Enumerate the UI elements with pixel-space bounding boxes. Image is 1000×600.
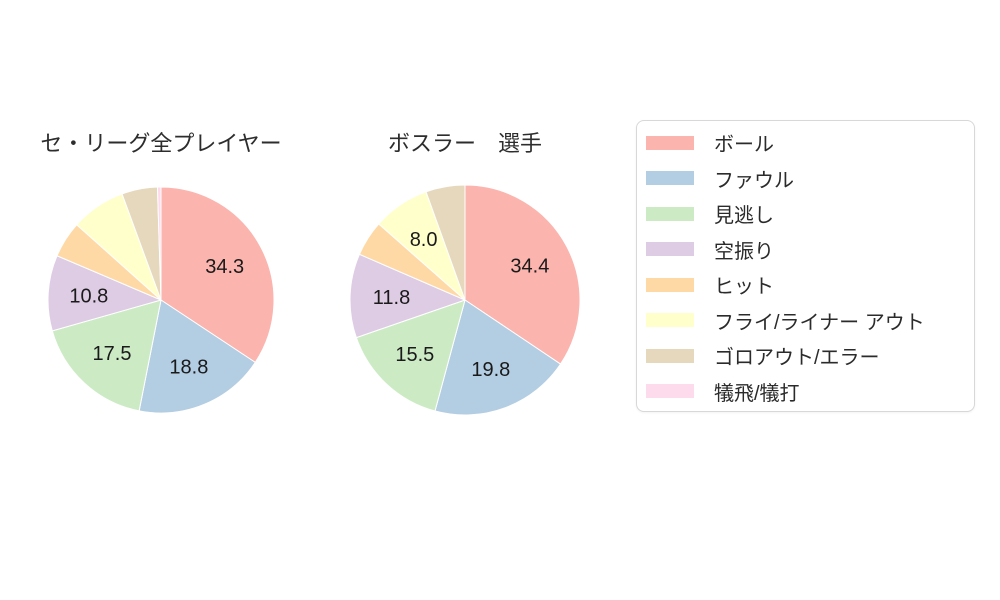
pie-chart-player: 34.4 19.8 15.5 11.8 8.0 xyxy=(349,184,581,416)
legend-item-hit: ヒット xyxy=(637,267,974,303)
legend-swatch-fly-liner-out xyxy=(646,313,694,328)
pie-slice xyxy=(47,255,162,332)
pie-slice xyxy=(51,299,162,412)
slice-value-label: 34.4 xyxy=(510,255,549,277)
legend-item-called-strike: 見逃し xyxy=(637,196,974,232)
legend-label: ファウル xyxy=(714,169,794,192)
legend-swatch-groundout-error xyxy=(646,348,694,363)
legend-item-ball: ボール xyxy=(637,125,974,161)
legend-item-foul: ファウル xyxy=(637,161,974,197)
slice-value-label: 11.8 xyxy=(373,287,410,309)
chart-title-league: セ・リーグ全プレイヤー xyxy=(40,131,282,156)
legend-swatch-swinging-strike xyxy=(646,242,694,257)
legend-swatch-called-strike xyxy=(646,206,694,221)
pie-slice xyxy=(425,184,466,301)
legend-item-sacrifice: 犠飛/犠打 xyxy=(637,374,974,410)
legend-swatch-ball xyxy=(646,135,694,150)
legend-label: フライ/ライナー アウト xyxy=(714,311,925,334)
slice-value-label: 18.8 xyxy=(169,357,208,379)
legend-item-swinging-strike: 空振り xyxy=(637,232,974,268)
pie-slice xyxy=(349,253,466,339)
pie-slice xyxy=(156,186,162,301)
pie-slice xyxy=(464,184,581,365)
slice-value-label: 17.5 xyxy=(93,343,132,365)
pie-slice xyxy=(355,299,466,412)
slice-value-label: 10.8 xyxy=(69,286,108,308)
slice-value-label: 8.0 xyxy=(410,229,438,251)
legend-swatch-sacrifice xyxy=(646,384,694,399)
legend-label: 見逃し xyxy=(714,205,774,228)
legend-item-fly-liner-out: フライ/ライナー アウト xyxy=(637,303,974,339)
pie-slice xyxy=(138,299,256,414)
legend-label: ボール xyxy=(714,134,774,157)
legend-label: 空振り xyxy=(714,240,774,263)
legend-swatch-foul xyxy=(646,171,694,186)
slice-value-label: 15.5 xyxy=(395,344,434,366)
legend: ボール ファウル 見逃し 空振り ヒット フライ/ライナー アウト ゴロアウト/… xyxy=(636,120,975,412)
legend-label: 犠飛/犠打 xyxy=(714,382,800,405)
legend-item-groundout-error: ゴロアウト/エラー xyxy=(637,338,974,374)
slice-value-label: 34.3 xyxy=(205,256,244,278)
pie-slice xyxy=(434,299,562,416)
slice-value-label: 19.8 xyxy=(471,359,510,381)
pie-chart-league: 34.3 18.8 17.5 10.8 xyxy=(47,186,275,414)
chart-title-player: ボスラー 選手 xyxy=(387,131,542,156)
legend-label: ゴロアウト/エラー xyxy=(714,347,880,370)
legend-swatch-hit xyxy=(646,277,694,292)
legend-label: ヒット xyxy=(714,276,774,299)
